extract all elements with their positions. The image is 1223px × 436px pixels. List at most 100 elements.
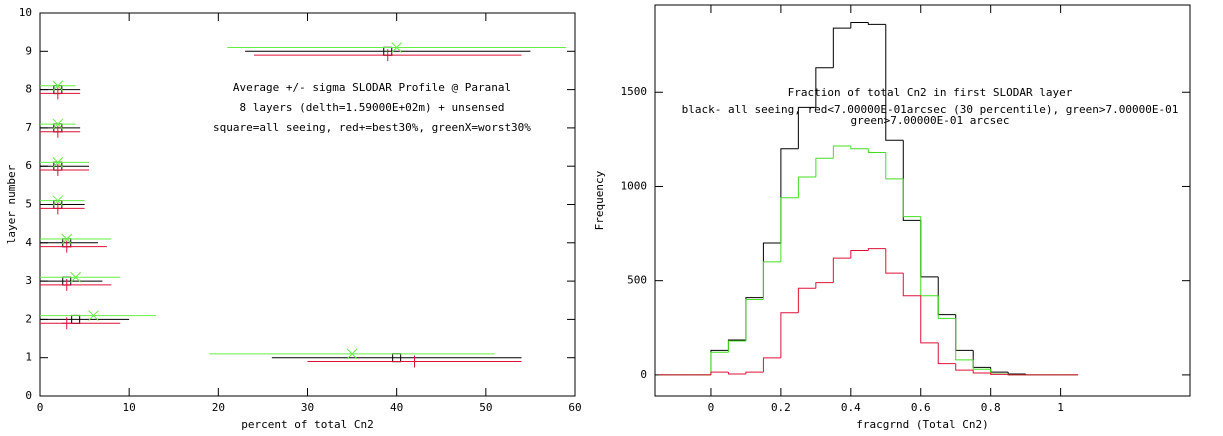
x-tick-label: 20 bbox=[212, 401, 225, 414]
y-tick-label: 4 bbox=[25, 236, 32, 249]
marker bbox=[52, 80, 64, 92]
histogram-step bbox=[920, 216, 939, 297]
x-tick-label: 0.4 bbox=[841, 401, 861, 414]
marker bbox=[52, 195, 64, 207]
histogram-step bbox=[885, 152, 904, 180]
x-tick-label: 60 bbox=[568, 401, 581, 414]
marker bbox=[61, 233, 73, 245]
marker bbox=[52, 87, 63, 100]
annotation: Average +/- sigma SLODAR Profile @ Paran… bbox=[233, 81, 511, 94]
y-tick-label: 8 bbox=[25, 83, 32, 96]
histogram-step bbox=[902, 273, 921, 297]
marker bbox=[52, 125, 63, 138]
histogram-step bbox=[797, 176, 816, 198]
histogram-step bbox=[937, 342, 956, 365]
histogram-step bbox=[850, 22, 869, 29]
histogram-step bbox=[972, 350, 991, 368]
marker bbox=[382, 49, 393, 62]
histogram-step bbox=[990, 367, 1009, 373]
y-tick-label: 0 bbox=[25, 389, 32, 402]
subtitle: green>7.00000E-01 arcsec bbox=[851, 114, 1010, 127]
plot-frame bbox=[39, 12, 576, 397]
histogram-step bbox=[867, 22, 886, 25]
histogram-step bbox=[780, 148, 799, 243]
histogram-step bbox=[1007, 372, 1026, 375]
y-tick-label: 1000 bbox=[621, 179, 648, 192]
marker bbox=[70, 271, 82, 283]
histogram-step bbox=[710, 351, 729, 375]
histogram-step bbox=[972, 359, 991, 370]
histogram-step bbox=[867, 148, 886, 154]
marker bbox=[409, 355, 420, 368]
histogram-step bbox=[972, 370, 991, 374]
x-axis-label: fracgrnd (Total Cn2) bbox=[856, 418, 988, 431]
marker bbox=[61, 240, 72, 253]
marker bbox=[61, 278, 72, 291]
y-tick-label: 2 bbox=[25, 312, 32, 325]
histogram-step bbox=[727, 339, 746, 351]
marker bbox=[88, 310, 99, 321]
histogram-step bbox=[955, 363, 974, 371]
x-tick-label: 0.8 bbox=[981, 401, 1001, 414]
histogram-step bbox=[920, 295, 939, 344]
y-tick-label: 6 bbox=[25, 159, 32, 172]
plot-area bbox=[40, 42, 567, 368]
y-tick-label: 500 bbox=[627, 274, 647, 287]
histogram-step bbox=[762, 357, 781, 373]
x-tick-label: 40 bbox=[390, 401, 403, 414]
x-tick-label: 0.2 bbox=[771, 401, 791, 414]
histogram-step bbox=[920, 220, 939, 278]
y-tick-label: 3 bbox=[25, 274, 32, 287]
histogram-step bbox=[850, 250, 869, 259]
x-tick-label: 50 bbox=[479, 401, 492, 414]
x-tick-label: 1 bbox=[1057, 401, 1064, 414]
histogram-step bbox=[955, 314, 974, 351]
histogram-step bbox=[937, 276, 956, 316]
histogram-step bbox=[937, 295, 956, 319]
histogram-step bbox=[867, 248, 886, 251]
histogram-step bbox=[815, 67, 834, 108]
marker bbox=[52, 157, 64, 168]
histogram-step bbox=[815, 282, 834, 289]
histogram-step bbox=[710, 349, 729, 375]
histogram-step bbox=[745, 299, 764, 341]
histogram-step bbox=[955, 318, 974, 361]
y-tick-label: 7 bbox=[25, 121, 32, 134]
y-tick-label: 9 bbox=[25, 44, 32, 57]
histogram-step bbox=[832, 257, 851, 283]
histogram-step bbox=[710, 371, 729, 375]
annotation: square=all seeing, red+=best30%, greenX=… bbox=[213, 121, 531, 134]
histogram-step bbox=[745, 297, 764, 341]
histogram-step bbox=[797, 287, 816, 313]
histogram-step bbox=[885, 24, 904, 141]
y-axis-label: layer number bbox=[5, 164, 18, 244]
histogram-step bbox=[1007, 374, 1026, 376]
x-tick-label: 0.6 bbox=[911, 401, 931, 414]
y-tick-label: 10 bbox=[19, 6, 32, 19]
histogram-step bbox=[745, 371, 764, 374]
marker bbox=[52, 118, 64, 130]
histogram-step bbox=[902, 140, 921, 221]
y-tick-label: 1500 bbox=[621, 85, 648, 98]
plot-area bbox=[658, 22, 1079, 376]
histogram-step bbox=[762, 261, 781, 300]
y-tick-label: 1 bbox=[25, 351, 32, 364]
histogram-step bbox=[780, 312, 799, 358]
histogram-step bbox=[780, 197, 799, 262]
histogram-step bbox=[990, 373, 1009, 375]
histogram-step bbox=[727, 340, 746, 353]
histogram-step bbox=[885, 248, 904, 274]
y-axis-label: Frequency bbox=[593, 170, 606, 230]
marker bbox=[391, 42, 403, 53]
marker bbox=[346, 348, 358, 360]
histogram-step bbox=[850, 145, 869, 150]
histogram-step bbox=[797, 106, 816, 149]
chart-title: Fraction of total Cn2 in first SLODAR la… bbox=[788, 86, 1073, 99]
x-tick-label: 0 bbox=[708, 401, 715, 414]
marker bbox=[61, 317, 72, 330]
plot-frame bbox=[654, 4, 1191, 397]
histogram-step bbox=[832, 27, 851, 68]
histogram-step bbox=[815, 157, 834, 178]
